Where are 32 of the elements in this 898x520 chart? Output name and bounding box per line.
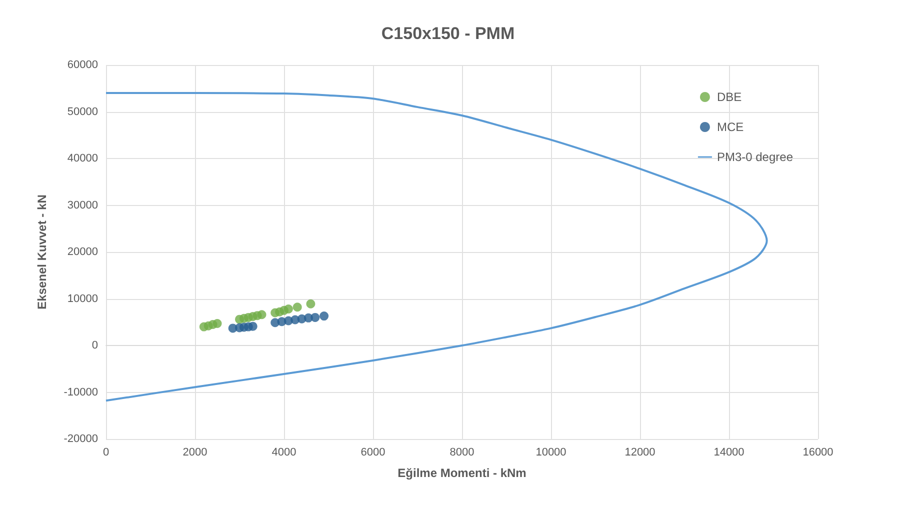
x-tick-label: 12000 [624,446,656,458]
x-tick-label: 8000 [450,446,474,458]
x-tick-label: 6000 [360,446,386,458]
point [306,299,316,308]
y-tick-label: -20000 [64,433,98,445]
point [310,312,320,322]
y-tick-label: 10000 [67,292,98,305]
x-axis-title: Eğilme Momenti - kNm [398,466,526,480]
x-tick-label: 14000 [714,446,744,458]
point [284,304,293,314]
y-tick-label: -10000 [64,386,98,398]
point [292,302,302,312]
y-tick-label: 20000 [67,246,98,258]
x-tick-label: 0 [102,446,110,458]
legend-label: MCE [716,120,744,134]
y-axis-title: Eksenel Kuvvet - kN [35,194,49,310]
point [248,322,258,331]
point [320,312,329,321]
x-tick-label: 10000 [536,446,566,458]
legend-label: DBE [716,90,742,104]
chart-title: C150x150 - PMM [381,24,515,43]
y-tick-label: 50000 [67,106,98,118]
legend-label: PM3-0 degree [716,150,794,164]
y-tick-label: 0 [92,340,98,352]
point [257,310,266,320]
y-tick-label: 40000 [67,152,98,164]
x-tick-label: 16000 [802,446,834,458]
x-tick-label: 2000 [182,446,208,458]
point [212,319,222,328]
y-tick-label: 60000 [67,59,98,71]
y-tick-label: 30000 [67,199,98,212]
x-tick-label: 4000 [272,446,296,458]
